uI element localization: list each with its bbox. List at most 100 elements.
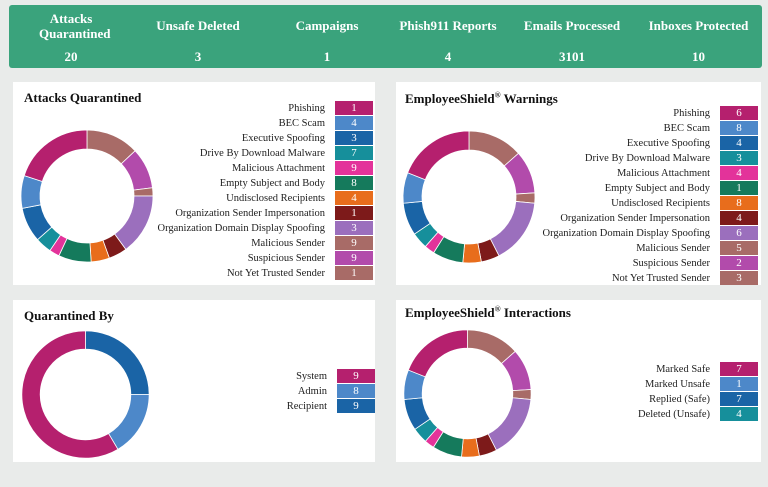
stat-label: Emails Processed xyxy=(523,18,621,33)
donut-slice[interactable] xyxy=(407,329,468,378)
legend-label: Malicious Attachment xyxy=(616,168,710,179)
donut-slice[interactable] xyxy=(21,330,119,459)
legend-value-badge: 6 xyxy=(720,106,758,120)
legend-item[interactable]: Phishing 1 xyxy=(163,101,373,116)
legend-item[interactable]: Drive By Download Malware 3 xyxy=(538,151,758,166)
legend-label: Organization Sender Impersonation xyxy=(175,208,325,219)
legend-item[interactable]: Undisclosed Recipients 4 xyxy=(163,191,373,206)
legend-label: System xyxy=(296,371,327,382)
legend-label: Marked Safe xyxy=(656,364,710,375)
legend-item[interactable]: Suspicious Sender 9 xyxy=(163,251,373,266)
donut-slice[interactable] xyxy=(489,200,536,257)
legend-item[interactable]: Deleted (Unsafe) 4 xyxy=(556,407,758,422)
legend-item[interactable]: Recipient 9 xyxy=(193,399,375,414)
legend-item[interactable]: Marked Safe 7 xyxy=(556,362,758,377)
panel-title-text: EmployeeShield xyxy=(405,91,495,106)
legend-item[interactable]: Malicious Sender 9 xyxy=(163,236,373,251)
stat-label: Unsafe Deleted xyxy=(156,18,240,33)
legend-item[interactable]: Drive By Download Malware 7 xyxy=(163,146,373,161)
legend-item[interactable]: Executive Spoofing 4 xyxy=(538,136,758,151)
panel-attacks-quarantined: Attacks Quarantined Phishing 1 BEC Scam 4 Ex… xyxy=(13,82,375,285)
legend-item[interactable]: Not Yet Trusted Sender 3 xyxy=(538,271,758,286)
legend-label: Malicious Sender xyxy=(251,238,325,249)
stat-value: 3 xyxy=(194,49,202,64)
legend-label: Deleted (Unsafe) xyxy=(637,409,710,420)
legend-item[interactable]: Suspicious Sender 2 xyxy=(538,256,758,271)
legend-label: BEC Scam xyxy=(663,123,710,134)
stat-value: 3101 xyxy=(559,49,585,64)
legend-value-badge: 9 xyxy=(335,161,373,175)
legend-item[interactable]: Malicious Sender 5 xyxy=(538,241,758,256)
legend-label: Organization Sender Impersonation xyxy=(560,213,710,224)
legend-value-badge: 6 xyxy=(720,226,758,240)
legend-label: Not Yet Trusted Sender xyxy=(226,268,325,279)
legend-item[interactable]: Organization Sender Impersonation 4 xyxy=(538,211,758,226)
legend-item[interactable]: Empty Subject and Body 1 xyxy=(538,181,758,196)
stat-inboxes-protected[interactable]: Inboxes Protected 10 xyxy=(635,5,762,68)
legend-value-badge: 3 xyxy=(335,131,373,145)
legend-label: Admin xyxy=(297,386,327,397)
legend-item[interactable]: Organization Domain Display Spoofing 3 xyxy=(158,221,373,236)
stat-emails-processed[interactable]: Emails Processed 3101 xyxy=(509,5,635,68)
donut-slice[interactable] xyxy=(85,330,150,395)
legend-item[interactable]: Malicious Attachment 4 xyxy=(538,166,758,181)
donut-slice[interactable] xyxy=(108,394,150,450)
legend-label: Recipient xyxy=(286,401,327,412)
stat-phish911-reports[interactable]: Phish911 Reports 4 xyxy=(391,5,505,68)
legend-label: Malicious Sender xyxy=(636,243,710,254)
donut-slice[interactable] xyxy=(23,129,88,182)
donut-slice[interactable] xyxy=(462,242,482,264)
stat-label: Phish911 Reports xyxy=(399,18,497,33)
stat-label: Attacks Quarantined xyxy=(39,11,111,41)
panel-title-suffix: Warnings xyxy=(503,91,558,106)
legend-value-badge: 2 xyxy=(720,256,758,270)
legend-item[interactable]: Malicious Attachment 9 xyxy=(163,161,373,176)
legend-item[interactable]: Organization Domain Display Spoofing 6 xyxy=(538,226,758,241)
legend-value-badge: 8 xyxy=(720,196,758,210)
donut-slice[interactable] xyxy=(461,437,480,458)
legend-item[interactable]: Replied (Safe) 7 xyxy=(556,392,758,407)
legend-item[interactable]: BEC Scam 4 xyxy=(163,116,373,131)
legend-item[interactable]: System 9 xyxy=(193,369,375,384)
stat-campaigns[interactable]: Campaigns 1 xyxy=(263,5,391,68)
legend-item[interactable]: Empty Subject and Body 8 xyxy=(163,176,373,191)
legend-value-badge: 8 xyxy=(335,176,373,190)
stat-value: 20 xyxy=(64,49,78,64)
panel-title-suffix: Interactions xyxy=(503,305,571,320)
stats-bar: Attacks Quarantined 20 Unsafe Deleted 3 … xyxy=(9,5,762,68)
legend-value-badge: 3 xyxy=(720,151,758,165)
legend-label: Replied (Safe) xyxy=(649,394,710,405)
legend-item[interactable]: Organization Sender Impersonation 1 xyxy=(163,206,373,221)
legend-value-badge: 5 xyxy=(720,241,758,255)
legend-value-badge: 1 xyxy=(720,181,758,195)
stat-unsafe-deleted[interactable]: Unsafe Deleted 3 xyxy=(133,5,263,68)
legend-value-badge: 8 xyxy=(337,384,375,398)
legend-value-badge: 1 xyxy=(335,206,373,220)
legend-label: Empty Subject and Body xyxy=(219,178,325,189)
legend-item[interactable]: Not Yet Trusted Sender 1 xyxy=(163,266,373,281)
legend-value-badge: 9 xyxy=(337,369,375,383)
donut-slice[interactable] xyxy=(487,397,532,451)
legend-label: Phishing xyxy=(288,103,325,114)
legend-item[interactable]: Phishing 6 xyxy=(538,106,758,121)
legend-value-badge: 3 xyxy=(335,221,373,235)
legend-label: Organization Domain Display Spoofing xyxy=(157,223,326,234)
stat-attacks-quarantined[interactable]: Attacks Quarantined 20 xyxy=(9,5,133,68)
legend-item[interactable]: Marked Unsafe 1 xyxy=(556,377,758,392)
legend-label: Not Yet Trusted Sender xyxy=(611,273,710,284)
legend-value-badge: 4 xyxy=(720,407,758,421)
legend-value-badge: 7 xyxy=(720,392,758,406)
legend-value-badge: 4 xyxy=(720,166,758,180)
legend-label: Phishing xyxy=(673,108,710,119)
legend-item[interactable]: BEC Scam 8 xyxy=(538,121,758,136)
legend-label: Executive Spoofing xyxy=(626,138,710,149)
legend-item[interactable]: Executive Spoofing 3 xyxy=(163,131,373,146)
legend-item[interactable]: Admin 8 xyxy=(193,384,375,399)
legend-value-badge: 1 xyxy=(335,101,373,115)
attacks-donut-chart xyxy=(20,129,154,263)
legend-value-badge: 1 xyxy=(335,266,373,280)
donut-slice[interactable] xyxy=(407,130,470,181)
legend-item[interactable]: Undisclosed Recipients 8 xyxy=(538,196,758,211)
legend-label: Organization Domain Display Spoofing xyxy=(542,228,711,239)
legend-value-badge: 9 xyxy=(337,399,375,413)
